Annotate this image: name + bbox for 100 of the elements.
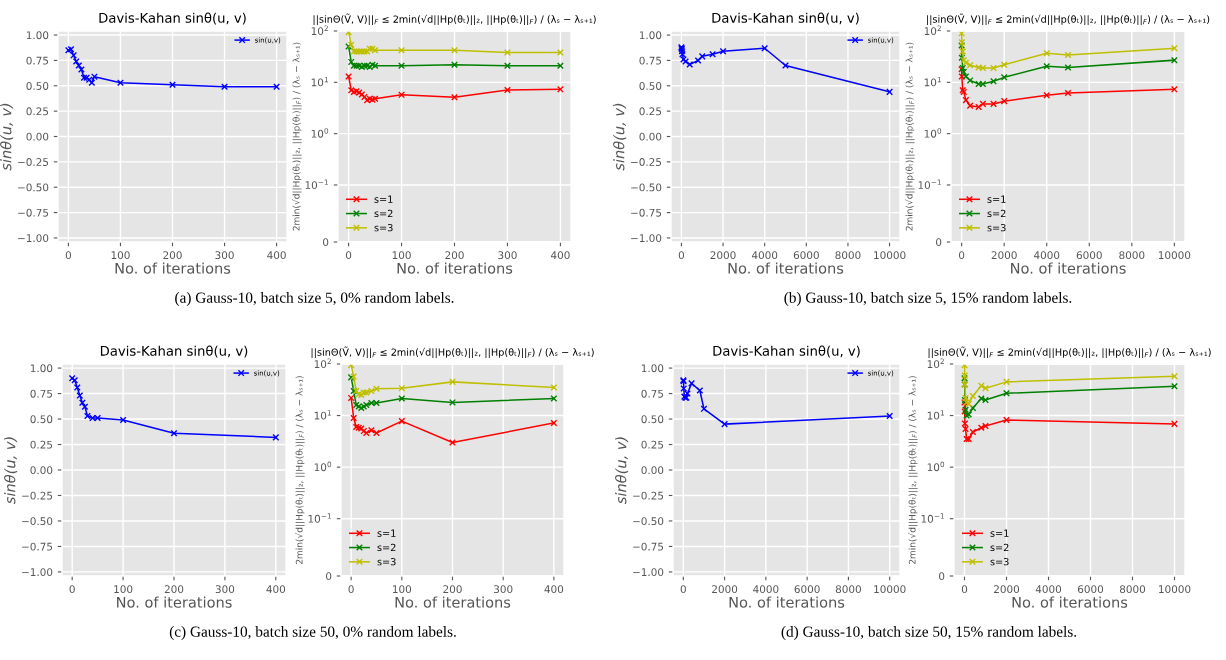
y-tick-label: −1.00 xyxy=(22,568,53,577)
y-axis-title: 2min(√d||Hp(θₜ)||₂, ||Hp(θₜ)||$_{F}$) / (λₛ − λₛ₊₁) xyxy=(292,42,302,231)
text: (c) Gauss-10, batch size 50, 0% random labels. xyxy=(169,626,456,640)
y-tick-label: −1.00 xyxy=(633,568,664,577)
y-tick-label: 10$^{1}$ xyxy=(924,76,941,87)
y-tick-label: 10$^{2}$ xyxy=(314,358,331,369)
y-tick-label: 10$^{2}$ xyxy=(924,25,941,36)
text: (a) Gauss-10, batch size 5, 0% random labels. xyxy=(175,292,454,306)
text: (b) Gauss-10, batch size 5, 15% random labels. xyxy=(784,292,1072,306)
y-tick-label: −0.50 xyxy=(633,517,664,526)
y-tick-label: 10$^{−1}$ xyxy=(305,179,328,190)
y-axis-title: 2min(√d||Hp(θₜ)||₂, ||Hp(θₜ)||$_{F}$) / (λₛ − λₛ₊₁) xyxy=(295,376,305,564)
x-tick-label: 8000 xyxy=(1119,251,1145,260)
legend-label: s=3 xyxy=(374,224,393,232)
x-tick-label: 4000 xyxy=(751,251,778,260)
y-tick-label: 1.00 xyxy=(641,364,664,373)
x-tick-label: 300 xyxy=(215,251,234,260)
y-tick-label: −0.75 xyxy=(633,542,664,551)
x-tick-label: 100 xyxy=(393,585,412,594)
y-tick-label: 0.00 xyxy=(641,466,664,475)
legend-label: s=1 xyxy=(377,529,396,537)
y-tick-label: −0.25 xyxy=(631,158,662,166)
y-tick-label: 0.25 xyxy=(26,107,49,116)
x-tick-label: 0 xyxy=(959,251,965,260)
y-tick-label: 0.00 xyxy=(30,466,53,475)
y-tick-label: 10$^{0}$ xyxy=(924,128,942,138)
x-tick-label: 2000 xyxy=(712,585,738,594)
x-tick-label: 6000 xyxy=(1077,585,1104,594)
legend-label: s=2 xyxy=(374,209,393,218)
legend-label: s=2 xyxy=(377,543,396,552)
y-tick-label: 10$^{1}$ xyxy=(927,410,944,420)
x-tick-label: 6000 xyxy=(793,251,819,260)
y-tick-label: −1.00 xyxy=(18,234,49,243)
y-tick-label: 0 xyxy=(939,572,945,581)
x-tick-label: 100 xyxy=(114,585,133,594)
x-tick-label: 300 xyxy=(494,585,513,594)
y-tick-label: 10$^{0}$ xyxy=(927,461,945,472)
y-axis-title: sinθ(u, v) xyxy=(0,103,14,171)
x-tick-label: 100 xyxy=(111,251,130,260)
y-tick-label: 0.25 xyxy=(639,107,662,116)
x-tick-label: 2000 xyxy=(994,585,1020,594)
x-tick-label: 400 xyxy=(267,251,286,260)
y-tick-label: 0.75 xyxy=(30,389,53,398)
y-axis-title: 2min(√d||Hp(θₜ)||₂, ||Hp(θₜ)||$_{F}$) / (λₛ − λₛ₊₁) xyxy=(908,376,918,564)
legend-label: s=1 xyxy=(990,529,1009,537)
y-tick-label: 10$^{2}$ xyxy=(311,25,328,36)
y-tick-label: 0.50 xyxy=(639,82,662,90)
y-tick-label: 1.00 xyxy=(30,364,53,373)
legend-label: s=1 xyxy=(374,195,393,203)
x-axis-title: No. of iterations xyxy=(1011,262,1126,274)
x-tick-label: 400 xyxy=(266,585,286,594)
y-tick-label: 0.75 xyxy=(26,56,49,65)
x-tick-label: 10000 xyxy=(874,251,906,260)
x-axis-title: No. of iterations xyxy=(1012,596,1128,608)
y-tick-label: 0.25 xyxy=(641,440,664,449)
y-tick-label: 0.00 xyxy=(26,132,49,141)
y-tick-label: 0.75 xyxy=(641,389,664,398)
y-tick-label: −0.75 xyxy=(631,208,662,217)
x-tick-label: 400 xyxy=(550,251,570,260)
chart-title: ||sinΘ(Ṽ, V)||$_{F}$ ≤ 2min(√d||Hp(θₜ)||₂, ||Hp(θₜ)||$_{F}$) / (λₛ − λₛ₊₁) xyxy=(311,346,594,358)
x-tick-label: 300 xyxy=(215,585,235,594)
y-axis-title: sinθ(u, v) xyxy=(615,437,629,504)
y-tick-label: 10$^{−1}$ xyxy=(921,513,944,523)
x-tick-label: 100 xyxy=(392,251,411,260)
y-tick-label: 10$^{1}$ xyxy=(314,410,331,420)
y-tick-label: −0.50 xyxy=(22,517,53,526)
x-tick-label: 8000 xyxy=(835,585,861,594)
x-tick-label: 200 xyxy=(443,585,462,594)
y-tick-label: 0 xyxy=(323,238,329,247)
x-tick-label: 4000 xyxy=(1033,251,1060,260)
x-tick-label: 0 xyxy=(69,585,75,594)
x-tick-label: 6000 xyxy=(794,585,820,594)
x-tick-label: 8000 xyxy=(1119,585,1146,594)
legend-label: s=2 xyxy=(990,543,1009,552)
y-tick-label: 10$^{−1}$ xyxy=(918,179,941,190)
y-tick-label: 10$^{−1}$ xyxy=(308,513,331,523)
x-axis-title: No. of iterations xyxy=(397,262,513,274)
legend-label: s=2 xyxy=(987,209,1006,218)
y-tick-label: 0.50 xyxy=(641,415,664,424)
y-tick-label: −0.25 xyxy=(22,491,53,500)
y-axis-title: sinθ(u, v) xyxy=(4,437,18,504)
y-axis-title: sinθ(u, v) xyxy=(613,103,627,171)
legend-label: s=3 xyxy=(987,224,1006,232)
chart-title: Davis-Kahan sinθ(u, v) xyxy=(100,345,248,358)
x-tick-label: 0 xyxy=(961,585,968,594)
x-axis-title: No. of iterations xyxy=(729,596,845,608)
x-tick-label: 8000 xyxy=(835,251,861,260)
x-tick-label: 4000 xyxy=(753,585,779,594)
y-tick-label: 0.00 xyxy=(639,132,662,141)
y-tick-label: −0.25 xyxy=(18,158,49,166)
x-tick-label: 200 xyxy=(164,585,184,594)
y-tick-label: −0.50 xyxy=(631,183,662,192)
y-tick-label: 0.25 xyxy=(30,440,53,449)
x-tick-label: 6000 xyxy=(1076,251,1102,260)
x-tick-label: 2000 xyxy=(991,251,1017,260)
x-tick-label: 300 xyxy=(498,251,517,260)
x-axis-title: No. of iterations xyxy=(395,596,511,608)
y-tick-label: 0.50 xyxy=(26,82,49,90)
y-tick-label: 0 xyxy=(936,238,942,247)
x-axis-title: No. of iterations xyxy=(117,596,232,608)
